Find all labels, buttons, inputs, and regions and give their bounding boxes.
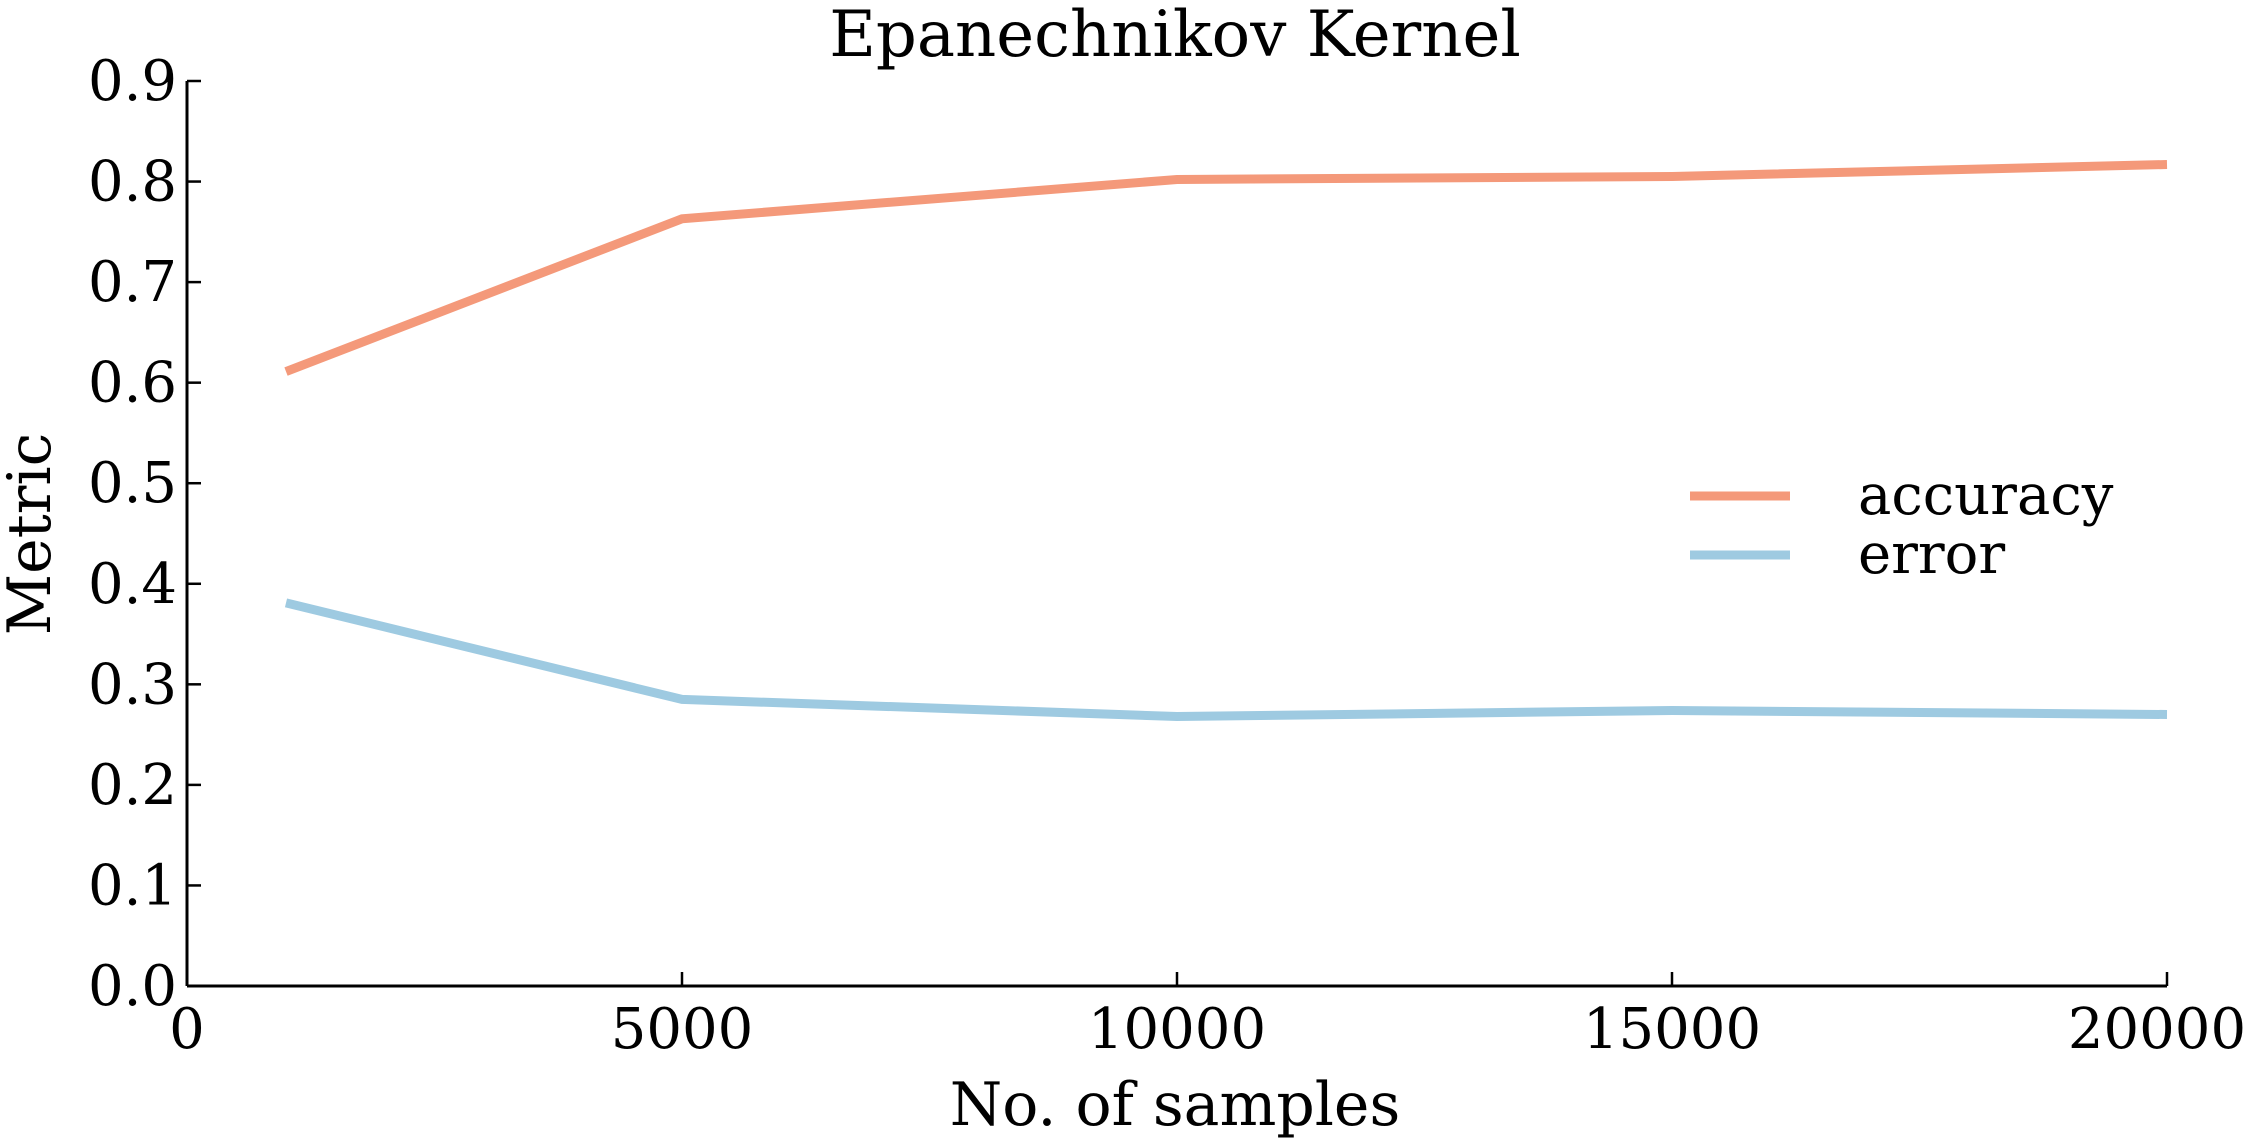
series-line-error (284, 598, 2168, 722)
y-tick-label: 0.7 (88, 250, 177, 315)
x-tick-label: 5000 (611, 997, 754, 1062)
series-line-accuracy (284, 160, 2168, 376)
y-tick-label: 0.4 (88, 552, 177, 617)
y-tick-label: 0.5 (88, 451, 177, 516)
y-tick-label: 0.8 (88, 150, 177, 215)
x-tick-label: 0 (169, 997, 205, 1062)
y-tick-label: 0.1 (88, 853, 177, 918)
chart-title: Epanechnikov Kernel (829, 0, 1521, 72)
x-tick-label: 20000 (2068, 997, 2246, 1062)
legend-label-error: error (1858, 522, 2005, 587)
y-tick-label: 0.6 (88, 351, 177, 416)
x-tick-label: 10000 (1088, 997, 1266, 1062)
y-tick-label: 0.0 (88, 954, 177, 1019)
legend-label-accuracy: accuracy (1858, 463, 2114, 528)
series-layer (284, 160, 2168, 722)
y-axis-label: Metric (0, 433, 65, 636)
x-axis-label: No. of samples (950, 1070, 1400, 1140)
y-tick-label: 0.2 (88, 753, 177, 818)
x-tick-label: 15000 (1583, 997, 1761, 1062)
tick-layer: 0.0 0.1 0.2 0.3 0.4 0.5 0.6 0.7 0.8 0.9 0 5000 10000… (88, 49, 2246, 1062)
y-tick-label: 0.3 (88, 652, 177, 717)
y-tick-label: 0.9 (88, 49, 177, 114)
